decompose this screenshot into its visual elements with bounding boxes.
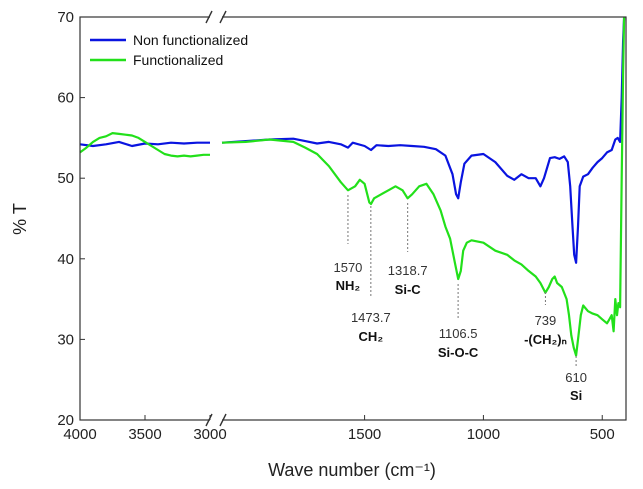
y-axis-title: % T — [10, 203, 30, 235]
legend: Non functionalized Functionalized — [90, 32, 248, 68]
annotation-number-3: 1318.7 — [388, 263, 428, 278]
axis-break-mark-bottom-1 — [205, 413, 213, 427]
annotation-number-1: 1570 — [333, 260, 362, 275]
axis-break-gap-bottom — [210, 414, 222, 426]
legend-label-1: Non functionalized — [133, 32, 248, 48]
x-tick-label-4000: 4000 — [63, 426, 96, 443]
annotation-number-6: 610 — [565, 370, 587, 385]
annotation-number-5: 739 — [535, 313, 557, 328]
plot-frame — [79, 16, 627, 421]
x-tick-label-1500: 1500 — [348, 426, 381, 443]
x-tick-label-500: 500 — [590, 426, 615, 443]
x-tick-label-3000: 3000 — [193, 426, 226, 443]
annotation-number-2: 1473.7 — [351, 310, 391, 325]
annotation-number-4: 1106.5 — [439, 326, 478, 341]
y-tick-label-40: 40 — [57, 251, 74, 268]
axis-break-mark-top-1 — [205, 10, 213, 24]
series-line-1-segment-1 — [79, 140, 210, 148]
annotation-group-4: Si-O-C — [438, 345, 479, 360]
y-tick-label-20: 20 — [57, 412, 74, 429]
y-tick-label-30: 30 — [57, 331, 74, 348]
annotation-group-6: Si — [570, 388, 582, 403]
annotation-group-3: Si-C — [395, 282, 422, 297]
x-axis-title: Wave number (cm⁻¹) — [268, 460, 436, 480]
axis-break-mark-top-2 — [219, 10, 227, 24]
legend-label-2: Functionalized — [133, 52, 223, 68]
series-line-2-segment-1 — [79, 132, 210, 158]
y-tick-label-60: 60 — [57, 90, 74, 107]
y-tick-label-70: 70 — [57, 9, 74, 26]
annotation-group-1: NH₂ — [336, 278, 361, 293]
series-line-1-segment-2 — [221, 16, 626, 264]
axis-break-mark-bottom-2 — [219, 413, 227, 427]
x-tick-label-3500: 3500 — [128, 426, 161, 443]
annotation-group-2: CH₂ — [359, 329, 384, 344]
x-tick-label-1000: 1000 — [467, 426, 500, 443]
axis-break-gap-top — [210, 11, 222, 23]
series-line-2-segment-2 — [221, 16, 626, 357]
annotation-group-5: -(CH₂)ₙ — [524, 332, 567, 347]
y-tick-label-50: 50 — [57, 170, 74, 187]
